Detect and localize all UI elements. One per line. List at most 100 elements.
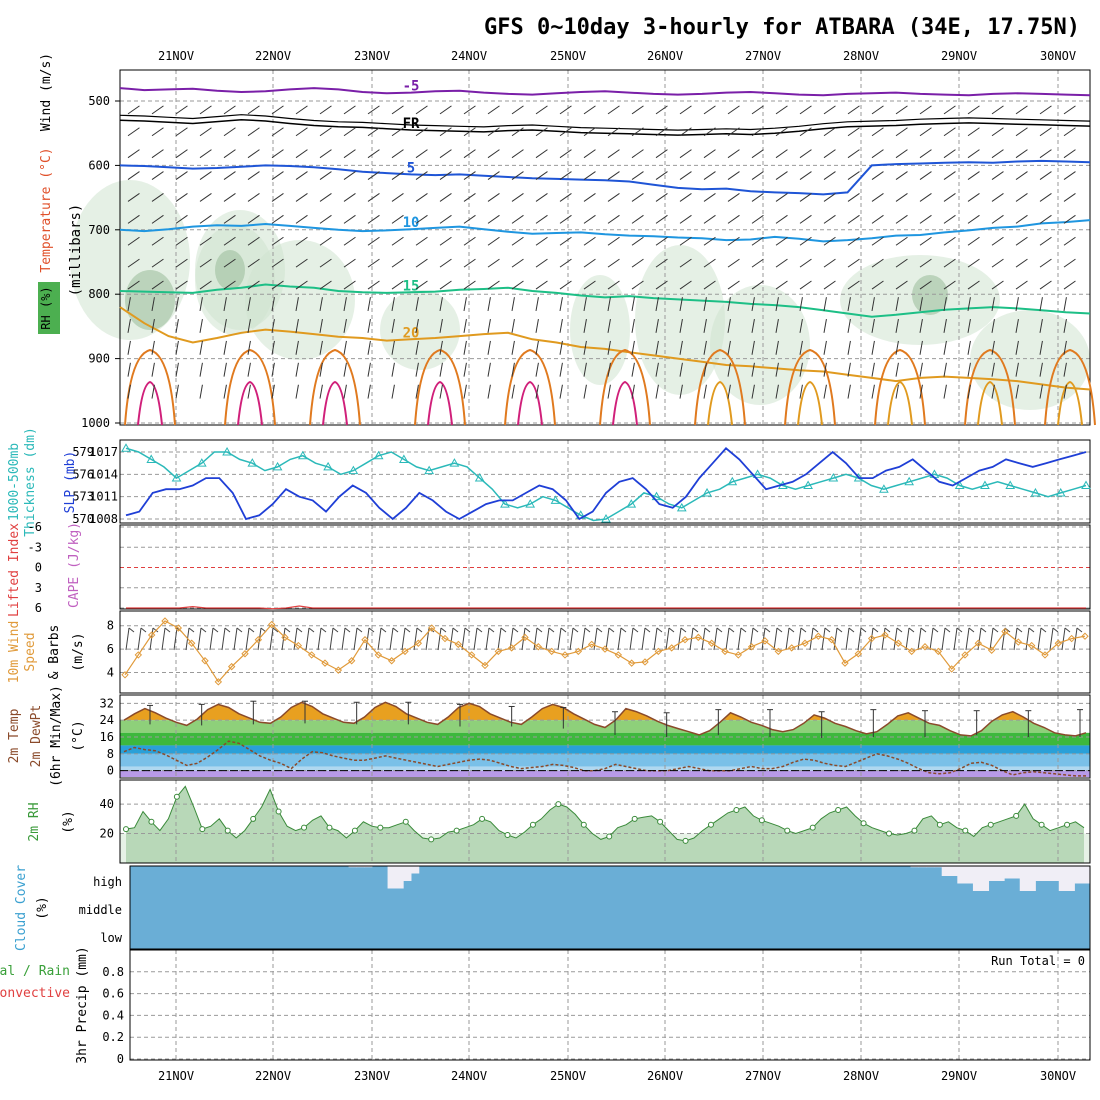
wind-barb [488,627,495,633]
wind-barb [943,193,956,202]
wind-barb [1015,171,1028,180]
wind-barb [199,127,212,137]
wind-barb [919,318,923,333]
wind-barb [487,340,491,355]
wind-barb [391,280,404,290]
wind-barb [583,105,596,115]
wind-barb [1028,627,1035,633]
date-label: 24NOV [451,1069,487,1083]
thickness-point [525,499,536,508]
rh-point [758,817,765,824]
y-tick-label: low [100,931,122,945]
wind-barb [607,105,620,115]
y-tick-label: 1011 [89,490,118,504]
wind-speed-point [894,639,903,647]
wind-barb [895,258,908,268]
wind-speed-point [814,632,823,640]
wind-barb [128,627,135,633]
wind-barb [631,214,644,224]
wind-barb [197,627,202,651]
wind-barb [1039,384,1043,399]
wind-barb [727,171,740,180]
wind-speed-point [427,624,436,632]
y-tick-label: 1000 [81,416,110,430]
wind-barb [823,214,836,224]
wind-barb [487,318,491,333]
wind-barb [943,280,956,290]
wind-barb [413,627,418,651]
wind-barb [655,193,668,202]
wind-barb [559,362,563,377]
wind-label: (m/s) [71,632,86,671]
wind-barb [944,627,951,633]
y-tick-label: 0.8 [102,965,124,979]
wind-barb [860,627,867,633]
wind-barb [151,318,155,333]
wind-barb [967,236,980,246]
wind-barb [655,318,659,333]
wind-barb [692,627,699,633]
wind-barb [389,627,394,651]
wind-barb [247,214,260,224]
wind-barb [593,627,598,651]
wind-barb [824,627,831,633]
wind-barb [823,258,836,268]
wind-barb [703,214,716,224]
high-cloud-bar [387,866,396,889]
wind-barb [295,193,308,202]
wind-barb [127,105,140,115]
wind-barb [1039,318,1043,333]
wind-barb [1063,384,1067,399]
isotherm-line [124,348,176,426]
wind-speed-point [1027,641,1036,650]
wind-barb [487,214,500,224]
wind-barb [751,236,764,246]
isotherm-line [1057,380,1083,426]
wind-barb [415,297,419,312]
wind-barb [295,297,299,312]
wind-barb [199,105,212,115]
wind-barb [679,149,692,159]
wind-barb [343,214,356,224]
rh-point [479,815,486,822]
rh-point [555,801,562,808]
wind-barb [872,627,879,633]
wind-barb [1039,105,1052,115]
wind-barb [367,340,371,355]
wind-barb [656,627,663,633]
y-tick-label: 8 [107,747,114,761]
wind-barb [967,280,980,290]
date-label: 26NOV [647,1069,683,1083]
wind-barb [161,627,166,651]
isotherm-line [784,348,836,426]
thickness-point [980,480,990,489]
wind-speed-point [694,633,703,642]
wind-barb [223,297,227,312]
isotherm-line [504,348,556,426]
wind-barb [1039,362,1043,377]
wind-barb [751,105,764,115]
wind-barb [727,236,740,246]
y-tick-label: 1017 [89,445,118,459]
wind-barb [151,214,164,224]
wind-barb [943,318,947,333]
wind-barb [151,236,164,246]
thickness-point [146,454,157,463]
high-cloud-bar [348,866,357,868]
wind-barb [919,258,932,268]
wind-barb [559,214,572,224]
wind-barb [247,258,260,268]
date-label: 28NOV [843,49,879,63]
wind-barb [1015,297,1019,312]
wind-barb [727,362,731,377]
isotherm-line [322,380,348,426]
wind-barb [151,193,164,202]
high-cloud-bar [957,866,966,884]
wind-speed-point [587,640,596,649]
wind-barb [727,105,740,115]
rh-point [809,824,816,831]
isotherm-line [237,380,263,426]
wind-barb [703,297,707,312]
wind-barb [655,171,668,180]
wind-barb [751,258,764,268]
